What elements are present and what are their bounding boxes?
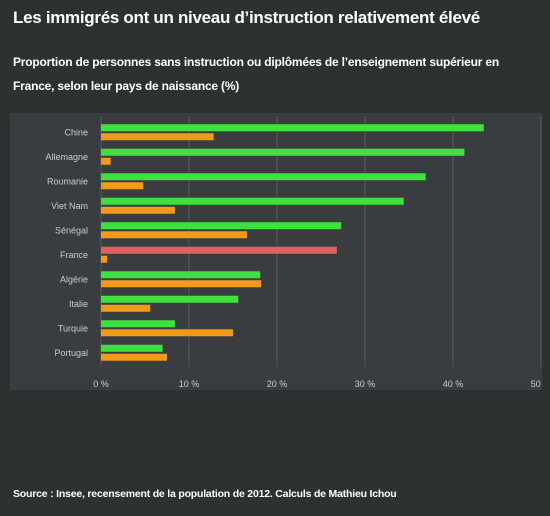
- x-tick-label: 0 %: [93, 379, 109, 389]
- source-note: Source : Insee, recensement de la popula…: [13, 488, 397, 500]
- x-tick-label: 10 %: [179, 379, 200, 389]
- category-label: Portugal: [54, 348, 88, 358]
- category-label: France: [60, 250, 88, 260]
- bar-sans-instruction: [101, 353, 167, 361]
- category-label: Allemagne: [45, 152, 88, 162]
- category-label: Roumanie: [47, 176, 88, 186]
- bar-sans-instruction: [101, 231, 248, 239]
- x-tick-label: 40 %: [443, 379, 464, 389]
- page-title: Les immigrés ont un niveau d’instruction…: [13, 8, 480, 27]
- bar-superieur: [101, 222, 342, 230]
- category-label: Chine: [64, 127, 88, 137]
- category-label: Sénégal: [55, 225, 88, 235]
- chart-subtitle: Proportion de personnes sans instruction…: [13, 55, 499, 93]
- x-tick-label: 20 %: [267, 379, 288, 389]
- bar-sans-instruction: [101, 255, 108, 263]
- bar-sans-instruction: [101, 329, 233, 337]
- bar-superieur: [101, 197, 404, 205]
- bar-sans-instruction: [101, 280, 262, 288]
- bar-superieur: [101, 124, 484, 132]
- bar-sans-instruction: [101, 182, 144, 190]
- bar-sans-instruction: [101, 157, 111, 165]
- bar-chart: 0 % 10 % 20 % 30 % 40 % 50 % Chine Allemagne Rou…: [45, 116, 542, 389]
- category-label: Algérie: [60, 274, 88, 284]
- bar-sans-instruction: [101, 133, 214, 141]
- category-label: Turquie: [58, 323, 88, 333]
- bar-superieur: [101, 344, 163, 352]
- bar-superieur: [101, 295, 239, 303]
- chart-area: 0 % 10 % 20 % 30 % 40 % 50 % Chine Allemagne Rou…: [10, 113, 542, 390]
- bar-superieur: [101, 271, 261, 279]
- bar-superieur: [101, 246, 337, 254]
- x-tick-label: 50 %: [531, 379, 542, 389]
- bar-sans-instruction: [101, 304, 151, 312]
- x-tick-label: 30 %: [355, 379, 376, 389]
- category-label: Viet Nam: [51, 201, 88, 211]
- bar-superieur: [101, 173, 426, 181]
- bar-sans-instruction: [101, 206, 175, 214]
- bar-superieur: [101, 148, 465, 156]
- category-label: Italie: [69, 299, 88, 309]
- bar-superieur: [101, 320, 175, 328]
